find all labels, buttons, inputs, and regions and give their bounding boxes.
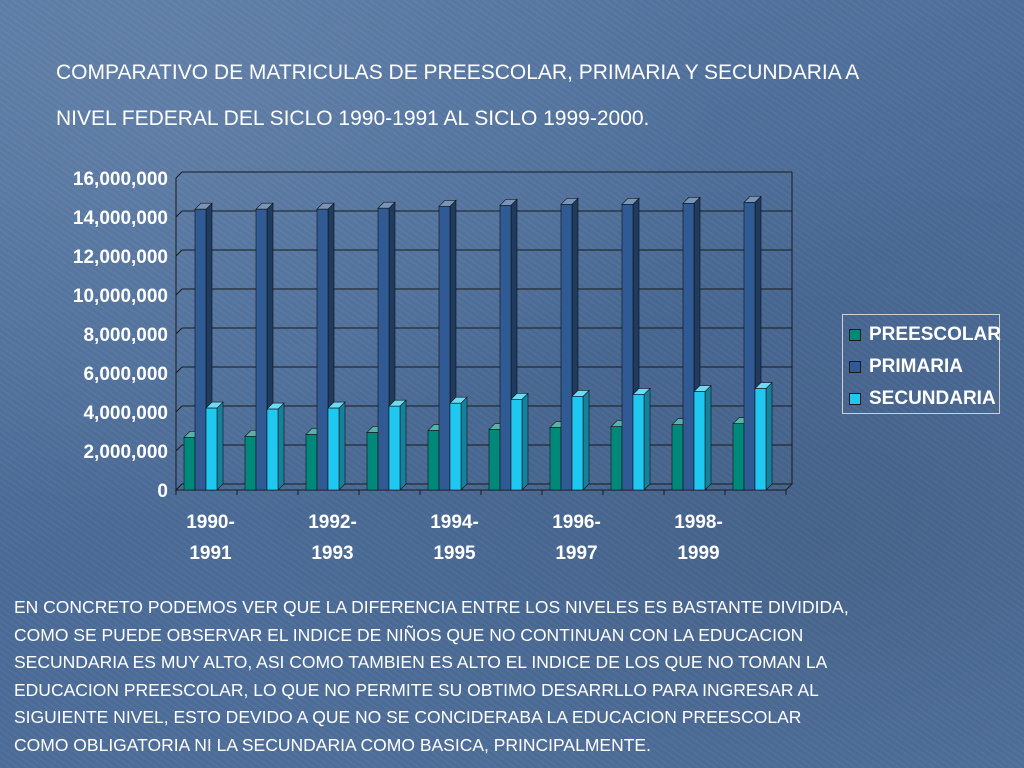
conclusion-line-2: COMO SE PUEDE OBSERVAR EL INDICE DE NIÑO… <box>14 624 804 645</box>
legend-label-preescolar: PREESCOLAR <box>869 324 1001 345</box>
gridline-left-edge <box>175 405 183 413</box>
bar-preescolar <box>610 426 623 491</box>
chart-legend: PREESCOLAR PRIMARIA SECUNDARIA <box>842 314 1001 415</box>
conclusion-line-3: SECUNDARIA ES MUY ALTO, ASI COMO TAMBIEN… <box>14 652 828 672</box>
bar-secundaria <box>388 405 401 491</box>
bar-preescolar <box>732 423 745 491</box>
bar-primaria <box>560 204 573 491</box>
bar-preescolar <box>488 429 501 491</box>
conclusion-paragraph: EN CONCRETO PODEMOS VER QUE LA DIFERENCI… <box>14 594 1014 759</box>
conclusion-line-1: EN CONCRETO PODEMOS VER QUE LA DIFERENCI… <box>14 597 849 617</box>
x-tick-label: 1994- <box>430 512 479 533</box>
bar-primaria <box>743 202 756 491</box>
bar-side-secundaria <box>338 401 346 491</box>
y-tick-label: 10,000,000 <box>73 286 168 307</box>
bar-preescolar <box>183 437 196 491</box>
bar-secundaria <box>693 391 706 491</box>
conclusion-line-6: COMO OBLIGATORIA NI LA SECUNDARIA COMO B… <box>14 734 651 755</box>
bar-primaria <box>682 203 695 491</box>
gridline-left-edge <box>175 366 183 374</box>
bar-preescolar <box>671 424 684 491</box>
legend-item-preescolar: PREESCOLAR <box>849 319 1001 351</box>
legend-label-primaria: PRIMARIA <box>869 356 963 377</box>
bar-preescolar <box>549 427 562 491</box>
bar-secundaria <box>510 399 523 491</box>
enrollment-bar-chart: 0 2,000,000 4,000,000 6,000,000 8,000,000 10,… <box>73 169 794 564</box>
gridline-left-edge <box>175 444 183 452</box>
conclusion-line-5: SIGUIENTE NIVEL, ESTO DEVIDO A QUE NO SE… <box>14 707 802 727</box>
y-tick-label: 12,000,000 <box>73 247 168 268</box>
slide-title-line-1: COMPARATIVO DE MATRICULAS DE PREESCOLAR,… <box>56 61 860 84</box>
bar-secundaria <box>449 402 462 491</box>
bar-side-secundaria <box>582 389 590 491</box>
legend-swatch-primaria <box>849 361 861 373</box>
y-tick-label: 0 <box>157 481 168 502</box>
bar-secundaria <box>327 407 340 491</box>
bar-side-secundaria <box>521 392 529 491</box>
x-tick-label: 1992- <box>308 512 357 533</box>
x-tick-label: 1995 <box>433 543 476 564</box>
x-tick-label: 1997 <box>555 543 597 564</box>
slide-title-line-2: NIVEL FEDERAL DEL SICLO 1990-1991 AL SIC… <box>56 107 650 130</box>
x-tick-label: 1991 <box>189 543 232 564</box>
bar-secundaria <box>754 388 767 491</box>
bar-secundaria <box>266 408 279 491</box>
bar-primaria <box>377 207 390 491</box>
bar-primaria <box>438 205 451 491</box>
y-tick-label: 8,000,000 <box>83 325 168 346</box>
bar-primaria <box>194 208 207 491</box>
legend-label-secundaria: SECUNDARIA <box>869 388 996 409</box>
x-tick-label: 1990- <box>186 512 235 533</box>
bar-side-secundaria <box>399 399 407 491</box>
y-tick-label: 14,000,000 <box>73 208 168 229</box>
y-tick-label: 2,000,000 <box>83 442 168 463</box>
bar-side-secundaria <box>643 387 651 491</box>
bar-preescolar <box>244 436 257 491</box>
x-tick-label: 1999 <box>677 543 719 564</box>
legend-swatch-secundaria <box>849 393 861 405</box>
bar-side-secundaria <box>765 381 773 491</box>
bar-secundaria <box>632 394 645 491</box>
gridline-left-edge <box>175 327 183 335</box>
slide-title: COMPARATIVO DE MATRICULAS DE PREESCOLAR,… <box>56 50 976 142</box>
x-tick-label: 1998- <box>674 512 723 533</box>
y-tick-label: 6,000,000 <box>83 364 168 385</box>
legend-item-primaria: PRIMARIA <box>849 351 999 383</box>
gridline-left-edge <box>175 210 183 218</box>
bar-secundaria <box>571 396 584 491</box>
x-tick-label: 1993 <box>311 543 353 564</box>
bar-primaria <box>316 208 329 491</box>
y-tick-label: 4,000,000 <box>83 403 168 424</box>
gridline-left-edge <box>175 249 183 257</box>
bar-side-secundaria <box>460 396 468 491</box>
bar-secundaria <box>205 407 218 491</box>
y-tick-label: 16,000,000 <box>73 169 168 190</box>
gridline-left-edge <box>175 171 183 179</box>
bar-side-secundaria <box>216 401 224 491</box>
bar-side-secundaria <box>704 384 712 491</box>
conclusion-line-4: EDUCACION PREESCOLAR, LO QUE NO PERMITE … <box>14 679 819 700</box>
legend-swatch-preescolar <box>849 329 861 341</box>
bar-preescolar <box>305 434 318 491</box>
x-tick-label: 1996- <box>552 512 601 533</box>
gridline-left-edge <box>175 288 183 296</box>
bar-primaria <box>255 208 268 491</box>
legend-item-secundaria: SECUNDARIA <box>849 383 999 415</box>
bar-side-secundaria <box>277 402 285 491</box>
bar-preescolar <box>427 430 440 491</box>
bar-primaria <box>499 205 512 491</box>
bar-preescolar <box>366 432 379 491</box>
bar-primaria <box>621 204 634 491</box>
